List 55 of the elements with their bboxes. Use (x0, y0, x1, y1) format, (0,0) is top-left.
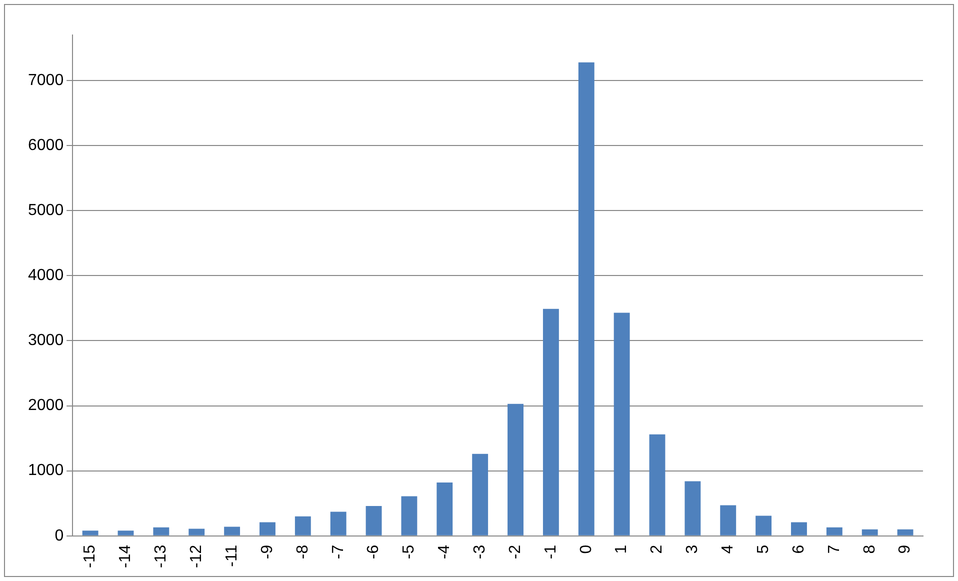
x-tick-label: 3 (684, 544, 702, 554)
bar (153, 527, 170, 536)
x-tick-label: -11 (223, 544, 240, 567)
bar (436, 482, 453, 536)
bar (614, 312, 630, 536)
x-tick-label: 8 (861, 544, 878, 554)
bar (720, 505, 736, 536)
bar (649, 434, 666, 536)
y-tick-label: 4000 (28, 267, 64, 284)
x-tick-label: 6 (790, 544, 808, 554)
y-tick-label: 7000 (28, 72, 64, 89)
y-tick-label: 6000 (28, 136, 64, 154)
bar (366, 506, 382, 536)
bar (508, 404, 524, 536)
x-tick-label: -8 (294, 544, 312, 560)
bar (188, 528, 205, 536)
x-tick-label: 9 (896, 544, 914, 554)
bar (791, 522, 807, 536)
x-tick-label: -6 (365, 544, 382, 560)
bar (578, 62, 594, 536)
x-tick-label: -13 (152, 544, 170, 568)
x-tick-label: -5 (400, 544, 418, 560)
x-tick-label: -3 (471, 544, 488, 560)
x-tick-label: 2 (648, 544, 666, 554)
bar (897, 529, 914, 536)
bar (472, 454, 488, 536)
x-tick-label: -1 (542, 544, 560, 560)
x-tick-label: 1 (613, 544, 630, 554)
y-tick-label: 3000 (28, 332, 64, 350)
x-tick-label: -9 (258, 544, 276, 560)
x-tick-label: -7 (330, 544, 347, 560)
bar (542, 308, 559, 536)
x-tick-label: -2 (506, 544, 524, 560)
bar (82, 530, 98, 536)
bar (756, 516, 772, 536)
bar (826, 527, 842, 536)
y-tick-label: 2000 (28, 397, 64, 414)
y-tick-label: 1000 (28, 462, 64, 480)
bar (401, 496, 418, 536)
bar (224, 526, 240, 536)
bar (260, 522, 276, 536)
bar (862, 529, 878, 536)
x-tick-label: 4 (720, 544, 737, 554)
y-tick-label: 5000 (28, 202, 64, 220)
x-tick-label: -12 (188, 544, 206, 568)
x-tick-label: -14 (117, 544, 134, 568)
x-tick-label: 7 (826, 544, 843, 554)
x-tick-label: -4 (436, 544, 454, 560)
bar (684, 481, 701, 536)
x-tick-label: 0 (578, 544, 595, 554)
bar (330, 512, 346, 536)
x-tick-label: -15 (82, 544, 99, 568)
bar (118, 530, 134, 536)
x-tick-label: 5 (754, 544, 772, 554)
bar (294, 516, 311, 536)
